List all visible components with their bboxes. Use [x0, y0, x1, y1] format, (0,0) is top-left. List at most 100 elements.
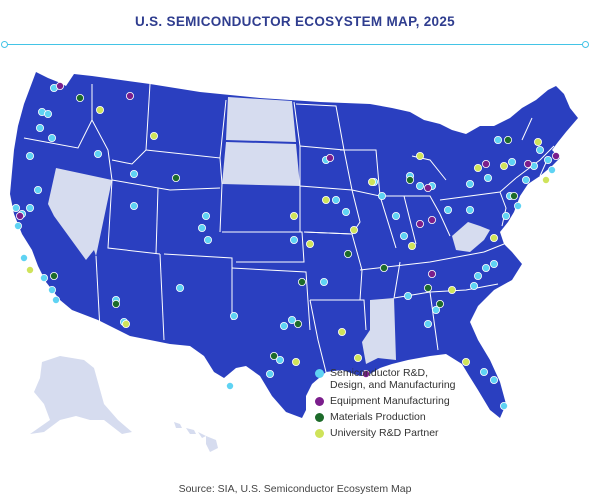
- materials-site-marker: [503, 135, 512, 144]
- rd-site-marker: [34, 185, 43, 194]
- legend-item-equip: Equipment Manufacturing: [315, 395, 456, 407]
- legend-swatch: [315, 397, 324, 406]
- university-site-marker: [367, 177, 376, 186]
- markers-university: [25, 106, 551, 366]
- map-legend: Semiconductor R&D, Design, and Manufactu…: [315, 367, 456, 443]
- rd-site-marker: [431, 305, 440, 314]
- rd-site-marker: [25, 203, 34, 212]
- rd-site-marker: [522, 175, 531, 184]
- rd-site-marker: [403, 291, 412, 300]
- rd-site-marker: [19, 253, 28, 262]
- mainland-us: [10, 72, 578, 418]
- rd-site-marker: [548, 165, 557, 174]
- markers-equipment: [15, 82, 561, 378]
- rd-site-marker: [289, 235, 298, 244]
- rd-site-marker: [287, 315, 296, 324]
- legend-item-rd: Semiconductor R&D, Design, and Manufactu…: [315, 367, 456, 391]
- university-site-marker: [305, 239, 314, 248]
- rd-site-marker: [44, 110, 53, 119]
- rd-site-marker: [483, 173, 492, 182]
- rule-cap-right: [582, 41, 589, 48]
- rd-site-marker: [229, 311, 238, 320]
- university-site-marker: [353, 353, 362, 362]
- equipment-site-marker: [481, 159, 490, 168]
- legend-label: Semiconductor R&D, Design, and Manufactu…: [330, 367, 456, 391]
- rd-site-marker: [341, 207, 350, 216]
- legend-item-materials: Materials Production: [315, 411, 456, 423]
- rd-site-marker: [197, 223, 206, 232]
- rd-site-marker: [465, 179, 474, 188]
- legend-swatch: [315, 413, 324, 422]
- equipment-site-marker: [361, 369, 370, 378]
- legend-label: Materials Production: [330, 411, 426, 423]
- materials-site-marker: [423, 283, 432, 292]
- materials-site-marker: [269, 351, 278, 360]
- markers-rd: [11, 84, 557, 410]
- rd-site-marker: [465, 205, 474, 214]
- university-site-marker: [96, 106, 105, 115]
- title-rule: [6, 44, 584, 45]
- university-site-marker: [473, 163, 482, 172]
- equipment-site-marker: [552, 151, 561, 160]
- university-site-marker: [149, 131, 158, 140]
- state-north-dakota: [226, 97, 296, 142]
- legend-item-univ: University R&D Partner: [315, 427, 456, 439]
- state-hawaii: [174, 422, 218, 452]
- materials-site-marker: [112, 299, 121, 308]
- materials-site-marker: [435, 299, 444, 308]
- source-note: Source: SIA, U.S. Semiconductor Ecosyste…: [178, 483, 412, 495]
- rd-site-marker: [399, 231, 408, 240]
- state-mississippi: [362, 298, 396, 364]
- rd-site-marker: [377, 191, 386, 200]
- university-site-marker: [291, 357, 300, 366]
- rd-site-marker: [36, 124, 45, 133]
- legend-label: Equipment Manufacturing: [330, 395, 450, 407]
- rd-site-marker: [265, 369, 274, 378]
- university-site-marker: [489, 233, 498, 242]
- materials-site-marker: [509, 191, 518, 200]
- rd-site-marker: [499, 401, 508, 410]
- rd-site-marker: [423, 319, 432, 328]
- rd-site-marker: [40, 273, 49, 282]
- rd-site-marker: [25, 151, 34, 160]
- legend-swatch: [315, 369, 324, 378]
- rd-site-marker: [48, 133, 57, 142]
- rd-site-marker: [443, 205, 452, 214]
- materials-site-marker: [405, 175, 414, 184]
- rd-site-marker: [479, 367, 488, 376]
- university-site-marker: [461, 357, 470, 366]
- state-west-virginia: [452, 222, 490, 252]
- state-south-dakota: [222, 142, 300, 186]
- university-site-marker: [499, 161, 508, 170]
- university-site-marker: [337, 327, 346, 336]
- rd-site-marker: [201, 211, 210, 220]
- legend-label: University R&D Partner: [330, 427, 439, 439]
- rd-site-marker: [507, 157, 516, 166]
- rd-site-marker: [13, 221, 22, 230]
- rd-site-marker: [129, 201, 138, 210]
- equipment-site-marker: [427, 269, 436, 278]
- materials-site-marker: [50, 271, 59, 280]
- materials-site-marker: [293, 319, 302, 328]
- equipment-site-marker: [56, 82, 65, 91]
- rd-site-marker: [279, 321, 288, 330]
- state-nevada: [48, 168, 112, 260]
- legend-swatch: [315, 429, 324, 438]
- university-site-marker: [407, 241, 416, 250]
- materials-site-marker: [343, 249, 352, 258]
- rd-site-marker: [391, 211, 400, 220]
- university-site-marker: [122, 319, 131, 328]
- materials-site-marker: [297, 277, 306, 286]
- university-site-marker: [415, 151, 424, 160]
- equipment-site-marker: [325, 153, 334, 162]
- rd-site-marker: [331, 195, 340, 204]
- rd-site-marker: [52, 295, 61, 304]
- materials-site-marker: [171, 173, 180, 182]
- rd-site-marker: [175, 283, 184, 292]
- rd-site-marker: [48, 285, 57, 294]
- rd-site-marker: [493, 135, 502, 144]
- university-site-marker: [447, 285, 456, 294]
- rd-site-marker: [544, 155, 553, 164]
- rd-site-marker: [203, 235, 212, 244]
- equipment-site-marker: [524, 159, 533, 168]
